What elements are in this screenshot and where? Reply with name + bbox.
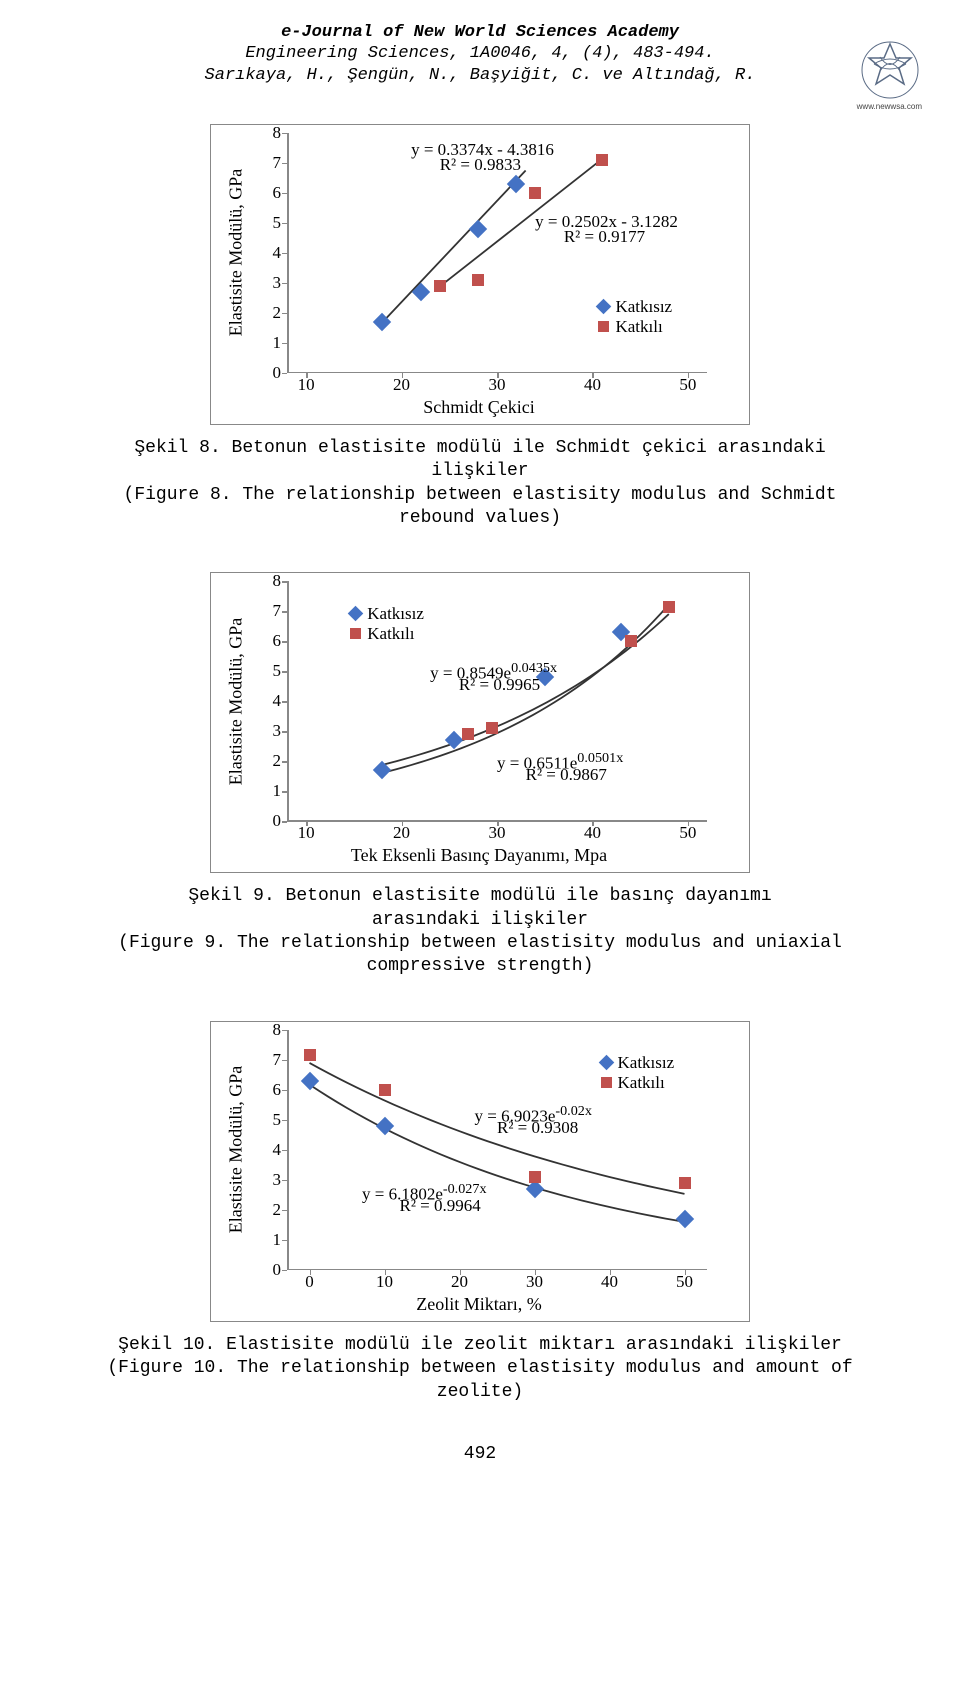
- data-point: [528, 1182, 541, 1195]
- journal-title: e-Journal of New World Sciences Academy: [0, 22, 960, 43]
- data-point: [414, 285, 427, 298]
- data-point: [663, 601, 675, 613]
- data-point: [448, 734, 461, 747]
- data-point: [510, 177, 523, 190]
- chart2-plot: 012345678y = 0.8549e0.0435xR² = 0.9965y …: [251, 581, 707, 821]
- equation-annotation: R² = 0.9833: [440, 156, 521, 175]
- chart-legend: KatkısızKatkılı: [344, 602, 430, 647]
- data-point: [304, 1049, 316, 1061]
- data-point: [378, 1119, 391, 1132]
- figure-9-caption: Şekil 9. Betonun elastisite modülü ile b…: [0, 885, 960, 979]
- chart3-ylabel: Elastisite Modülü, GPa: [226, 1066, 247, 1234]
- figure-8-box: Elastisite Modülü, GPa 012345678y = 0.33…: [210, 124, 750, 425]
- chart1-ylabel: Elastisite Modülü, GPa: [226, 169, 247, 337]
- journal-logo-icon: [860, 40, 920, 100]
- page-number: 492: [0, 1444, 960, 1464]
- figure-8-caption: Şekil 8. Betonun elastisite modülü ile S…: [0, 437, 960, 531]
- equation-annotation: R² = 0.9308: [497, 1119, 578, 1138]
- data-point: [379, 1084, 391, 1096]
- data-point: [625, 635, 637, 647]
- chart-legend: KatkısızKatkılı: [592, 295, 678, 340]
- chart2-ylabel: Elastisite Modülü, GPa: [226, 618, 247, 786]
- data-point: [529, 1171, 541, 1183]
- data-point: [679, 1177, 691, 1189]
- data-point: [472, 274, 484, 286]
- equation-annotation: R² = 0.9964: [400, 1197, 481, 1216]
- data-point: [303, 1074, 316, 1087]
- data-point: [376, 764, 389, 777]
- logo-caption: www.newwsa.com: [857, 102, 922, 111]
- figure-8-container: Elastisite Modülü, GPa 012345678y = 0.33…: [210, 124, 750, 425]
- chart1-plot: 012345678y = 0.3374x - 4.3816R² = 0.9833…: [251, 133, 707, 373]
- data-point: [471, 222, 484, 235]
- figure-9-box: Elastisite Modülü, GPa 012345678y = 0.85…: [210, 572, 750, 873]
- equation-annotation: R² = 0.9867: [526, 766, 607, 785]
- equation-annotation: R² = 0.9177: [564, 228, 645, 247]
- data-point: [434, 280, 446, 292]
- data-point: [462, 728, 474, 740]
- journal-subtitle: Engineering Sciences, 1A0046, 4, (4), 48…: [0, 43, 960, 64]
- equation-annotation: R² = 0.9965: [459, 676, 540, 695]
- data-point: [596, 154, 608, 166]
- authors: Sarıkaya, H., Şengün, N., Başyiğit, C. v…: [0, 65, 960, 86]
- chart3-plot: 012345678y = 6.9023e-0.02xR² = 0.9308y =…: [251, 1030, 707, 1270]
- figure-10-caption: Şekil 10. Elastisite modülü ile zeolit m…: [0, 1334, 960, 1404]
- chart1-xlabel: Schmidt Çekici: [251, 397, 707, 418]
- data-point: [486, 722, 498, 734]
- data-point: [678, 1212, 691, 1225]
- figure-9-container: Elastisite Modülü, GPa 012345678y = 0.85…: [210, 572, 750, 873]
- chart3-xlabel: Zeolit Miktarı, %: [251, 1294, 707, 1315]
- data-point: [376, 315, 389, 328]
- figure-10-container: Elastisite Modülü, GPa 012345678y = 6.90…: [210, 1021, 750, 1322]
- figure-10-box: Elastisite Modülü, GPa 012345678y = 6.90…: [210, 1021, 750, 1322]
- page-header: e-Journal of New World Sciences Academy …: [0, 22, 960, 86]
- chart-legend: KatkısızKatkılı: [595, 1051, 681, 1096]
- data-point: [529, 187, 541, 199]
- chart2-xlabel: Tek Eksenli Basınç Dayanımı, Mpa: [251, 845, 707, 866]
